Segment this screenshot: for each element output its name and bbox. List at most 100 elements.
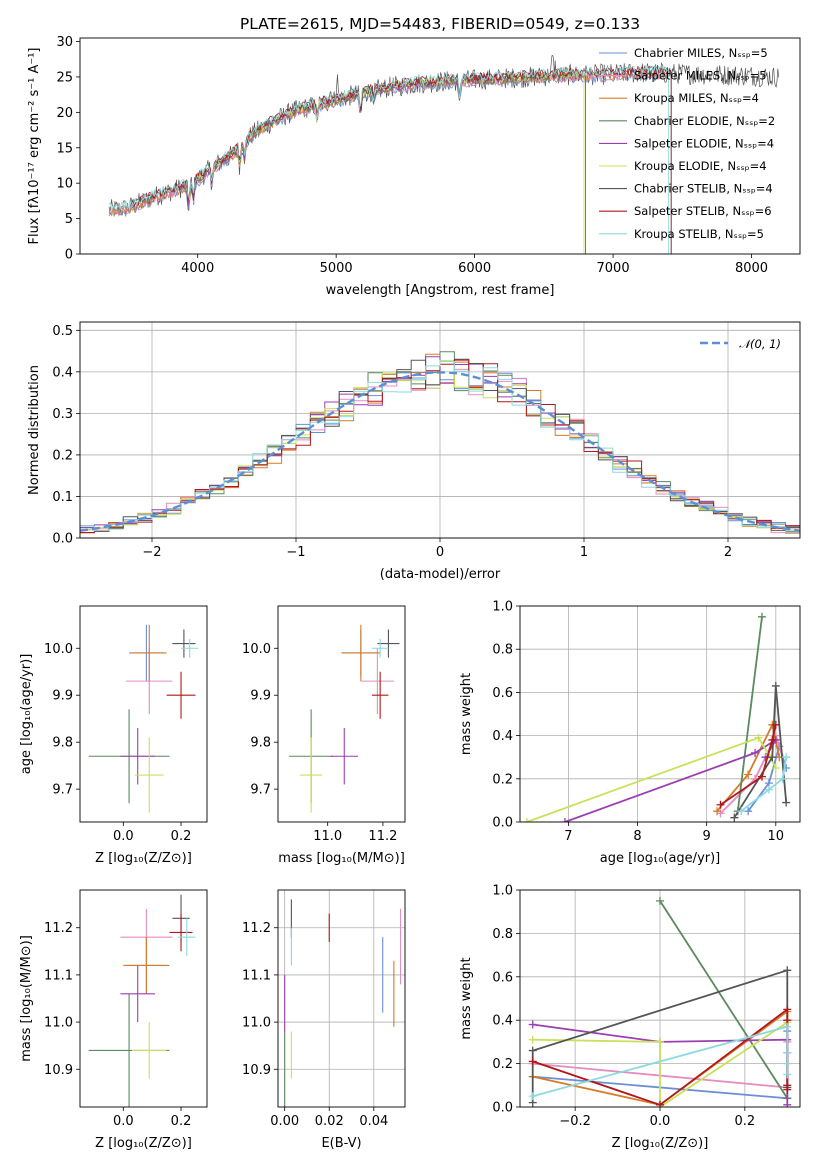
y-tick-label: 10: [56, 177, 73, 192]
x-tick-label: 0.04: [359, 1114, 388, 1129]
legend-entry: Kroupa ELODIE, Nₛₛₚ=4: [634, 159, 767, 173]
x-tick-label: 8: [633, 829, 641, 844]
data-point: [744, 807, 753, 816]
error-point-salpeter-miles: [360, 648, 394, 714]
x-tick-label: 10: [768, 829, 785, 844]
data-point: [754, 733, 763, 742]
model-spectrum-chabrier-elodie: [183, 71, 586, 254]
y-tick-label: 9.8: [250, 736, 271, 751]
x-tick-label: 2: [724, 545, 732, 560]
legend-entry: Chabrier STELIB, Nₛₛₚ=4: [634, 182, 773, 196]
data-point: [771, 764, 780, 772]
data-point: [713, 807, 722, 816]
y-tick-label: 0.4: [492, 729, 513, 744]
error-point-kroupa-stelib: [178, 918, 196, 957]
data-point: [764, 785, 773, 794]
x-axis-label: Z [log₁₀(Z/Z⊙)]: [95, 851, 192, 866]
data-point: [783, 966, 792, 975]
y-tick-label: 11.2: [44, 921, 73, 936]
error-point-kroupa-elodie: [131, 1022, 167, 1079]
y-tick-label: 0.2: [492, 1057, 513, 1072]
y-tick-label: 0.1: [52, 490, 73, 505]
x-tick-label: 0.2: [171, 829, 192, 844]
y-axis-label: mass weight: [459, 673, 474, 755]
y-tick-label: 0.0: [492, 1101, 513, 1116]
y-tick-label: 9.9: [52, 689, 73, 704]
axes-frame: [519, 889, 801, 1108]
error-point-salpeter-stelib: [166, 671, 196, 719]
legend-entry: Chabrier ELODIE, Nₛₛₚ=2: [634, 114, 775, 128]
legend: Chabrier MILES, Nₛₛₚ=5 Salpeter MILES, Nₛ…: [599, 46, 775, 241]
axes-frame: [79, 605, 208, 823]
x-tick-label: 11.0: [313, 829, 342, 844]
plot-area: [522, 612, 791, 822]
x-tick-label: 0.02: [315, 1114, 344, 1129]
y-tick-label: 0: [65, 248, 73, 263]
y-tick-label: 0.2: [492, 772, 513, 787]
y-tick-label: 10.0: [44, 642, 73, 657]
y-tick-label: 0.4: [492, 1014, 513, 1029]
y-tick-label: 0.6: [492, 686, 513, 701]
plot-area: [289, 624, 400, 813]
data-point: [560, 818, 569, 822]
data-point: [778, 774, 787, 783]
data-point: [783, 1022, 792, 1031]
data-point: [737, 807, 746, 816]
x-tick-label: 9: [703, 829, 711, 844]
x-tick-label: 7000: [597, 261, 630, 276]
error-point-kroupa-elodie: [300, 737, 323, 813]
error-point-salpeter-elodie: [120, 965, 156, 1023]
data-point: [783, 1048, 792, 1057]
y-axis-label: mass weight: [459, 957, 474, 1039]
x-tick-label: 11.2: [368, 829, 397, 844]
legend-entry: Chabrier MILES, Nₛₛₚ=5: [634, 46, 768, 60]
error-point-kroupa-miles: [341, 624, 381, 682]
plot-area: [108, 54, 780, 254]
plot-area: [528, 896, 792, 1107]
y-tick-label: 10.9: [242, 1063, 271, 1078]
axes-frame: [79, 321, 801, 539]
plot-area: [80, 351, 800, 534]
panel-2: 0.0 0.2 9.7 9.8 9.9 10.0 Z [log₁₀(Z/Z⊙)] age [l…: [19, 605, 208, 866]
y-tick-label: 9.7: [250, 783, 271, 798]
data-point: [656, 896, 664, 905]
y-tick-label: 11.2: [242, 921, 271, 936]
data-point: [751, 748, 760, 757]
data-point: [716, 800, 725, 809]
model-spectrum-chabrier-miles: [108, 71, 669, 217]
x-tick-label: 0.0: [113, 1114, 134, 1129]
data-point: [730, 813, 739, 822]
axes-frame: [519, 605, 801, 823]
y-tick-label: 11.0: [242, 1016, 271, 1031]
series-kroupa-stelib: [528, 1022, 792, 1101]
legend-entry: Salpeter ELODIE, Nₛₛₚ=4: [634, 136, 774, 150]
histogram-kroupa-stelib: [80, 361, 800, 532]
x-axis-label: Z [log₁₀(Z/Z⊙)]: [95, 1136, 192, 1151]
data-point: [522, 818, 531, 822]
x-tick-label: 0.0: [650, 1114, 671, 1129]
x-tick-label: 4000: [181, 261, 214, 276]
x-tick-label: 0: [436, 545, 444, 560]
data-point: [782, 753, 791, 762]
y-tick-label: 11.1: [242, 968, 271, 983]
x-axis-label: E(B-V): [321, 1136, 361, 1151]
y-tick-label: 0.3: [52, 407, 73, 422]
legend-entry: Kroupa MILES, Nₛₛₚ=4: [634, 91, 759, 105]
y-tick-label: 11.0: [44, 1016, 73, 1031]
figure-title: PLATE=2615, MJD=54483, FIBERID=0549, z=0…: [240, 15, 640, 33]
data-point: [768, 753, 777, 762]
x-axis-label: Z [log₁₀(Z/Z⊙)]: [612, 1136, 709, 1151]
plot-area: [88, 894, 196, 1107]
data-point: [757, 612, 766, 621]
y-axis-label: age [log₁₀(age/yr)]: [19, 654, 34, 775]
data-point: [783, 1005, 792, 1014]
y-axis-label: Flux [fλ10⁻¹⁷ erg cm⁻² s⁻¹ A⁻¹]: [27, 48, 42, 245]
data-point: [528, 1046, 537, 1055]
x-tick-label: 0.00: [270, 1114, 299, 1129]
panel-4: 7 8 9 10 0.0 0.2 0.4 0.6 0.8 1.0 age [log₁₀(age/yr…: [459, 600, 801, 866]
x-axis-label: age [log₁₀(age/yr)]: [600, 851, 721, 866]
data-point: [528, 1035, 537, 1044]
data-point: [744, 770, 753, 779]
plot-area: [88, 624, 199, 813]
